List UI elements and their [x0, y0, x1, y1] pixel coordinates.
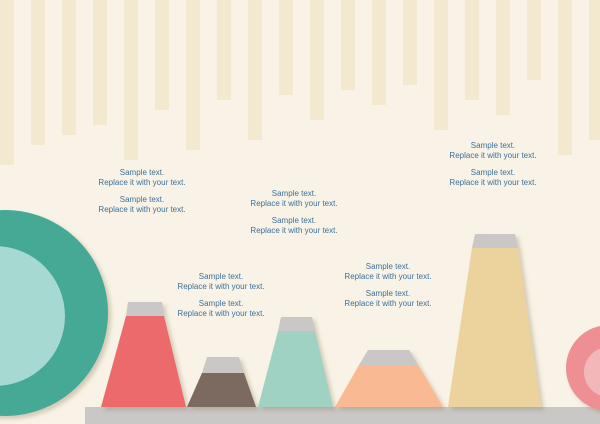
caption-group-3: Sample text. Replace it with your text. S… — [224, 189, 364, 243]
background-stripe — [62, 0, 76, 135]
background-stripe — [434, 0, 448, 130]
peach-trapezoid-cap — [359, 350, 418, 365]
background-stripe — [217, 0, 231, 100]
shelf-base — [85, 407, 600, 424]
red-trapezoid-body — [101, 316, 186, 407]
left-circle — [0, 210, 108, 416]
background-stripe — [124, 0, 138, 160]
background-stripe — [155, 0, 169, 110]
sand-trapezoid-cap — [472, 234, 518, 248]
sand-trapezoid-body — [448, 248, 541, 407]
mint-trapezoid — [258, 317, 333, 407]
caption: Sample text. Replace it with your text. — [344, 289, 432, 308]
caption-group-2: Sample text. Replace it with your text. S… — [151, 272, 291, 326]
background-stripe — [372, 0, 386, 105]
right-circle — [566, 325, 600, 411]
caption-group-5: Sample text. Replace it with your text. S… — [423, 141, 563, 195]
right-circle-inner — [584, 348, 600, 396]
background-stripe — [310, 0, 324, 120]
caption: Sample text. Replace it with your text. — [98, 195, 186, 214]
background-stripe — [31, 0, 45, 145]
background-stripe — [341, 0, 355, 90]
brown-trapezoid-cap — [202, 357, 244, 373]
caption: Sample text. Replace it with your text. — [98, 168, 186, 187]
background-stripe — [403, 0, 417, 85]
background-stripe — [496, 0, 510, 115]
caption: Sample text. Replace it with your text. — [449, 168, 537, 187]
sand-trapezoid — [448, 234, 541, 407]
background-stripe — [186, 0, 200, 150]
left-circle-inner — [0, 246, 65, 386]
background-stripe — [465, 0, 479, 100]
caption: Sample text. Replace it with your text. — [250, 216, 338, 235]
peach-trapezoid-body — [335, 365, 443, 407]
caption: Sample text. Replace it with your text. — [449, 141, 537, 160]
background-stripe — [0, 0, 14, 165]
caption: Sample text. Replace it with your text. — [177, 299, 265, 318]
background-stripe — [248, 0, 262, 140]
background-stripe — [527, 0, 541, 80]
red-trapezoid-cap — [126, 302, 164, 316]
mint-trapezoid-cap — [278, 317, 315, 331]
background-stripe — [589, 0, 600, 140]
peach-trapezoid — [335, 350, 443, 407]
caption: Sample text. Replace it with your text. — [344, 262, 432, 281]
red-trapezoid — [101, 302, 186, 407]
caption-group-4: Sample text. Replace it with your text. S… — [318, 262, 458, 316]
brown-trapezoid-body — [187, 373, 256, 407]
brown-trapezoid — [187, 357, 256, 407]
caption: Sample text. Replace it with your text. — [177, 272, 265, 291]
background-stripe — [558, 0, 572, 155]
caption-group-1: Sample text. Replace it with your text. S… — [72, 168, 212, 222]
background-stripe — [279, 0, 293, 95]
mint-trapezoid-body — [258, 331, 333, 407]
caption: Sample text. Replace it with your text. — [250, 189, 338, 208]
background-stripe — [93, 0, 107, 125]
